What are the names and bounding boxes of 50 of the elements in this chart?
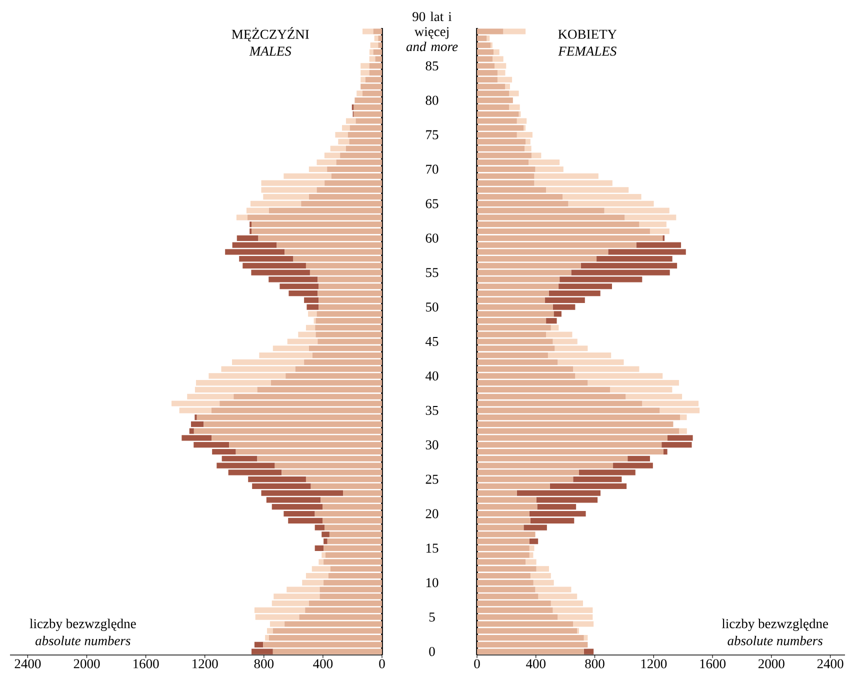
annotation: liczby bezwzględne <box>30 618 136 632</box>
x-tick-label: 2000 <box>74 659 100 668</box>
chart-title: MĘŻCZYŹNI <box>232 27 309 42</box>
y-tick-label: 70 <box>426 164 438 174</box>
chart-title: KOBIETY <box>558 30 617 39</box>
y-tick-label: 30 <box>426 440 438 450</box>
x-tick-label: 0 <box>474 659 480 668</box>
bar <box>362 28 374 34</box>
bar <box>529 538 538 544</box>
y-tick-label: 75 <box>426 130 438 140</box>
y-tick-label: 35 <box>426 406 438 415</box>
y-tick-label: 20 <box>426 509 438 518</box>
x-tick-label: 400 <box>526 659 546 668</box>
y-tick-label: 0 <box>429 646 435 656</box>
x-tick-label: 1200 <box>641 659 667 668</box>
x-tick-label: 2400 <box>817 659 844 668</box>
text: MALES <box>249 46 292 56</box>
annotation: absolute numbers <box>728 636 822 646</box>
bar <box>486 36 490 42</box>
y-tick-label: 45 <box>426 336 438 346</box>
text: FEMALES <box>558 46 616 56</box>
y-tick-label: 40 <box>426 371 438 380</box>
bar <box>679 428 687 434</box>
x-tick-label: 2000 <box>758 659 784 668</box>
bar <box>584 634 588 641</box>
y-tick-label: 25 <box>426 474 438 484</box>
x-tick-label: 800 <box>254 659 274 668</box>
y-tick-label: 55 <box>426 268 438 278</box>
bar <box>503 28 526 34</box>
y-tick-label: 60 <box>426 234 438 243</box>
y-tick-label: 80 <box>426 96 438 105</box>
bar <box>356 90 363 96</box>
y-tick-label: 15 <box>426 544 438 553</box>
x-tick-label: 0 <box>379 659 385 668</box>
y-tick-label: 65 <box>426 199 438 208</box>
bar <box>584 648 594 654</box>
x-tick-label: 800 <box>585 659 604 668</box>
x-tick-label: 400 <box>313 659 333 668</box>
y-tick-label: 10 <box>426 578 438 588</box>
bar <box>314 545 324 551</box>
x-tick-label: 1200 <box>192 659 218 668</box>
annotation: liczby bezwzględne <box>722 618 828 632</box>
y-tick-label: 90 lat i więcej and more <box>406 12 458 52</box>
annotation: absolute numbers <box>36 636 130 646</box>
x-tick-label: 2400 <box>14 659 41 668</box>
y-tick-label: 85 <box>426 61 438 70</box>
y-tick-label: 5 <box>429 612 435 622</box>
x-tick-label: 1600 <box>700 659 726 668</box>
x-tick-label: 1600 <box>134 659 159 668</box>
y-tick-label: 50 <box>426 302 438 312</box>
